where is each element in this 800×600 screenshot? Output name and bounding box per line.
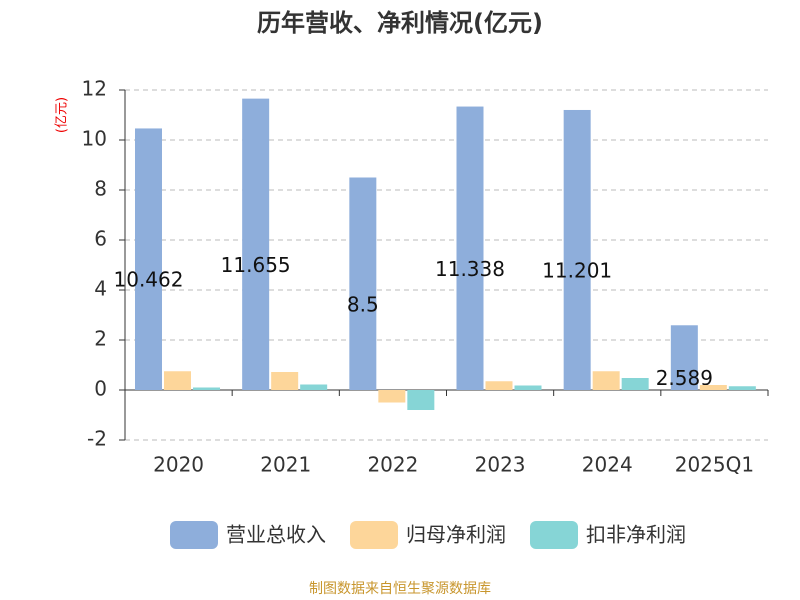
bar — [485, 381, 513, 390]
y-unit: (亿元) — [55, 97, 70, 133]
y-tick-label: 8 — [94, 177, 107, 201]
y-tick-label: 0 — [94, 377, 107, 401]
y-tick-label: 2 — [94, 327, 107, 351]
legend-swatch — [530, 521, 578, 549]
bar — [621, 378, 649, 390]
value-label: 11.655 — [221, 253, 291, 277]
x-tick-label: 2022 — [367, 453, 418, 477]
bar — [271, 372, 299, 390]
chart-title: 历年营收、净利情况(亿元) — [257, 9, 543, 37]
bar — [193, 387, 220, 390]
value-label: 10.462 — [114, 268, 184, 292]
legend-swatch — [350, 521, 398, 549]
x-tick-label: 2025Q1 — [675, 453, 754, 477]
bar — [378, 390, 406, 403]
value-label: 8.5 — [347, 292, 379, 316]
y-tick-label: 4 — [94, 277, 107, 301]
bar — [456, 106, 484, 391]
bar — [563, 109, 591, 390]
bar — [728, 386, 756, 390]
legend-label: 营业总收入 — [226, 523, 326, 547]
legend-label: 归母净利润 — [406, 523, 506, 547]
y-tick-label: 10 — [82, 127, 107, 151]
x-tick-label: 2023 — [475, 453, 526, 477]
value-label: 11.201 — [542, 258, 612, 282]
bar — [699, 385, 727, 390]
y-tick-label: 12 — [82, 77, 107, 101]
bar — [592, 371, 620, 390]
x-tick-label: 2021 — [260, 453, 311, 477]
bar — [135, 128, 162, 390]
source-note: 制图数据来自恒生聚源数据库 — [309, 581, 491, 597]
bar — [300, 384, 328, 390]
y-tick-label: 6 — [94, 227, 107, 251]
bar — [514, 385, 542, 390]
x-tick-label: 2020 — [153, 453, 204, 477]
bar — [407, 390, 435, 410]
bar — [670, 325, 698, 390]
legend-label: 扣非净利润 — [586, 523, 686, 547]
bar — [242, 98, 270, 390]
value-label: 11.338 — [435, 257, 505, 281]
bar — [164, 371, 191, 390]
legend-swatch — [170, 521, 218, 549]
x-tick-label: 2024 — [582, 453, 633, 477]
bar — [349, 177, 377, 390]
y-tick-label: -2 — [87, 427, 107, 451]
